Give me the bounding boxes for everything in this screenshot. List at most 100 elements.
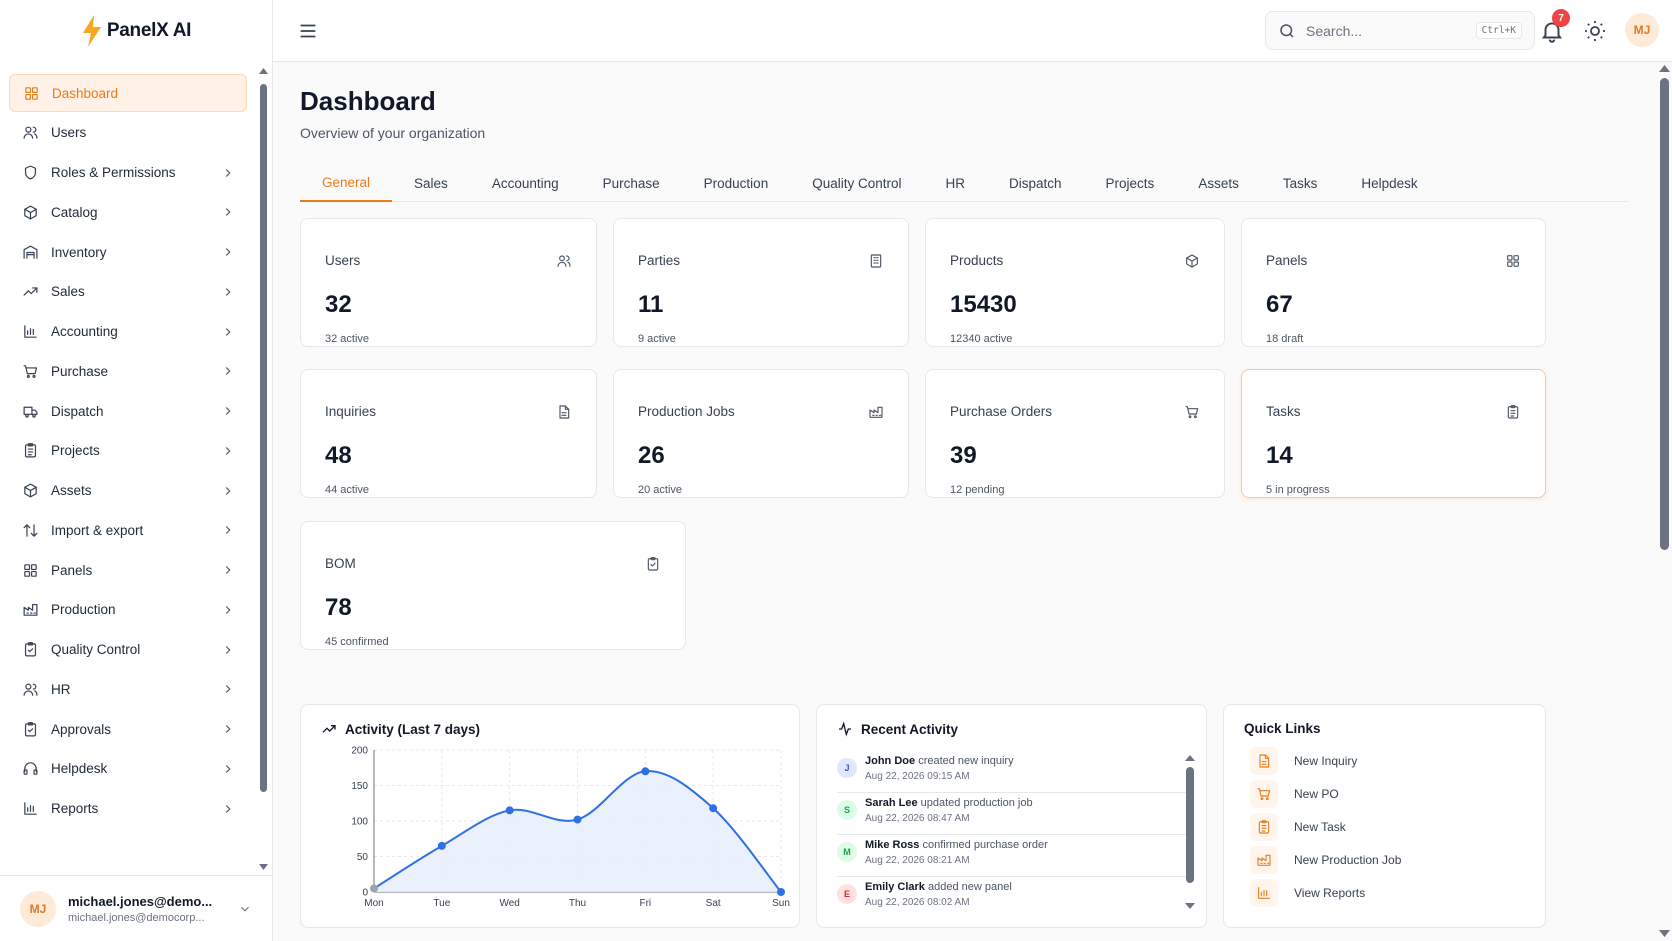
sidebar-item-dispatch[interactable]: Dispatch — [9, 392, 247, 430]
sidebar-item-projects[interactable]: Projects — [9, 432, 247, 470]
sidebar-item-accounting[interactable]: Accounting — [9, 313, 247, 351]
page-subtitle: Overview of your organization — [300, 125, 486, 141]
tab-helpdesk[interactable]: Helpdesk — [1361, 176, 1418, 191]
quick-link-new-production-job[interactable]: New Production Job — [1250, 846, 1401, 874]
chevron-right-icon — [225, 486, 231, 495]
app-name: PanelX AI — [106, 20, 192, 41]
sidebar-item-dashboard[interactable]: Dashboard — [9, 74, 247, 112]
sidebar-item-helpdesk[interactable]: Helpdesk — [9, 750, 247, 788]
chevron-right-icon — [225, 566, 231, 574]
chevron-right-icon — [225, 287, 231, 296]
activity-item[interactable]: J John Doe created new inquiry Aug 22, 202… — [837, 751, 1193, 793]
sidebar-item-label: Roles & Permissions — [51, 165, 176, 180]
data-point — [709, 804, 718, 813]
stat-card-bom[interactable]: BOM 78 45 confirmed — [300, 521, 686, 650]
activity-scrollbar[interactable] — [1185, 753, 1195, 913]
stat-card-products[interactable]: Products 15430 12340 active — [925, 218, 1225, 347]
activity-text: Emily Clark added new panel — [865, 881, 1012, 893]
sidebar-scrollbar[interactable] — [259, 66, 268, 872]
sidebar-item-hr[interactable]: HR — [9, 670, 247, 708]
user-name: michael.jones@demo... — [68, 893, 213, 909]
cube-icon — [23, 483, 37, 498]
sidebar-item-label: Catalog — [51, 204, 98, 220]
tab-production[interactable]: Production — [703, 176, 769, 191]
quick-link-new-po[interactable]: New PO — [1250, 780, 1339, 808]
avatar: MJ — [20, 890, 56, 927]
search-icon — [1280, 23, 1294, 38]
activity-item[interactable]: S Sarah Lee updated production job Aug 22,… — [837, 793, 1193, 835]
stat-card-production-jobs[interactable]: Production Jobs 26 20 active — [613, 369, 909, 498]
sidebar-item-quality-control[interactable]: Quality Control — [9, 631, 247, 669]
activity-scrollbar-thumb[interactable] — [1186, 767, 1194, 883]
quick-link-new-inquiry[interactable]: New Inquiry — [1250, 747, 1357, 775]
activity-item[interactable]: E Emily Clark added new panel Aug 22, 2026… — [837, 877, 1193, 919]
sidebar-item-production[interactable]: Production — [9, 591, 247, 629]
quick-link-new-task[interactable]: New Task — [1250, 813, 1346, 841]
tab-accounting[interactable]: Accounting — [491, 176, 559, 191]
sidebar-scrollbar-thumb[interactable] — [260, 84, 267, 792]
top-avatar[interactable]: MJ — [1625, 13, 1659, 47]
tab-quality-control[interactable]: Quality Control — [812, 176, 902, 191]
stat-card-purchase-orders[interactable]: Purchase Orders 39 12 pending — [925, 369, 1225, 498]
sidebar-item-label: Purchase — [51, 363, 109, 379]
activity-item[interactable]: M Mike Ross confirmed purchase order Aug 2… — [837, 835, 1193, 877]
sidebar-item-catalog[interactable]: Catalog — [9, 193, 247, 231]
tab-projects[interactable]: Projects — [1105, 176, 1155, 191]
user-menu[interactable]: MJ michael.jones@demo... michael.jones@d… — [0, 875, 272, 941]
factory-icon — [869, 406, 883, 418]
chevron-right-icon — [225, 645, 231, 654]
stat-subtext: 20 active — [638, 484, 683, 496]
sidebar-item-icon — [22, 84, 40, 102]
sidebar-item-import-export[interactable]: Import & export — [9, 511, 247, 549]
sidebar-item-users[interactable]: Users — [9, 114, 247, 152]
sidebar-item-purchase[interactable]: Purchase — [9, 352, 247, 390]
stat-title: Inquiries — [325, 404, 377, 419]
tab-purchase[interactable]: Purchase — [602, 176, 660, 191]
sidebar-item-approvals[interactable]: Approvals — [9, 710, 247, 748]
scroll-arrows — [1659, 65, 1670, 937]
sidebar-item-sales[interactable]: Sales — [9, 273, 247, 311]
chevron-right-icon — [225, 685, 231, 694]
sidebar-item-panels[interactable]: Panels — [9, 551, 247, 589]
stat-card-users[interactable]: Users 32 32 active — [300, 218, 597, 347]
search-placeholder: Search... — [1306, 22, 1363, 39]
sidebar-item-assets[interactable]: Assets — [9, 472, 247, 510]
tab-assets[interactable]: Assets — [1198, 176, 1239, 191]
tab-tasks[interactable]: Tasks — [1282, 176, 1318, 191]
clipboard-check-icon — [24, 642, 36, 657]
stat-card-tasks[interactable]: Tasks 14 5 in progress — [1241, 369, 1546, 498]
stat-value: 14 — [1266, 442, 1293, 469]
sidebar-item-label: Sales — [51, 284, 85, 300]
dashboard-tabs: General Sales Accounting Purchase Production… — [300, 165, 1628, 202]
clipboard-list-icon — [24, 443, 36, 458]
quick-links-title: Quick Links — [1244, 721, 1321, 736]
quick-link-view-reports[interactable]: View Reports — [1250, 879, 1365, 907]
tab-general[interactable]: General — [300, 165, 393, 202]
search-shortcut: Ctrl+K — [1475, 22, 1522, 39]
sidebar-item-icon — [21, 283, 39, 301]
activity-text: Mike Ross confirmed purchase order — [865, 839, 1048, 851]
tab-dispatch[interactable]: Dispatch — [1009, 176, 1062, 191]
tab-hr[interactable]: HR — [945, 176, 966, 191]
sidebar-item-label: HR — [51, 681, 71, 697]
chevron-right-icon — [225, 327, 231, 336]
recent-activity-title: Recent Activity — [861, 721, 959, 737]
search-input[interactable]: Search... Ctrl+K — [1265, 11, 1535, 50]
activity-time: Aug 22, 2026 09:15 AM — [865, 771, 970, 782]
tab-sales[interactable]: Sales — [414, 176, 448, 191]
data-point — [370, 884, 378, 893]
logo[interactable]: PanelX AI — [0, 0, 272, 62]
sidebar-item-inventory[interactable]: Inventory — [9, 233, 247, 271]
page-scrollbar[interactable] — [1657, 62, 1672, 941]
stat-card-parties[interactable]: Parties 11 9 active — [613, 218, 909, 347]
x-tick-label: Sun — [772, 898, 790, 909]
box-icon — [1186, 254, 1198, 268]
stat-card-panels[interactable]: Panels 67 18 draft — [1241, 218, 1546, 347]
menu-icon[interactable] — [297, 20, 319, 42]
page-scrollbar-thumb[interactable] — [1660, 78, 1669, 550]
stat-card-inquiries[interactable]: Inquiries 48 44 active — [300, 369, 597, 498]
sidebar-item-roles-permissions[interactable]: Roles & Permissions — [9, 154, 247, 192]
sidebar-item-reports[interactable]: Reports — [9, 790, 247, 828]
scroll-arrows — [259, 68, 268, 870]
sun-icon[interactable] — [1583, 19, 1607, 43]
